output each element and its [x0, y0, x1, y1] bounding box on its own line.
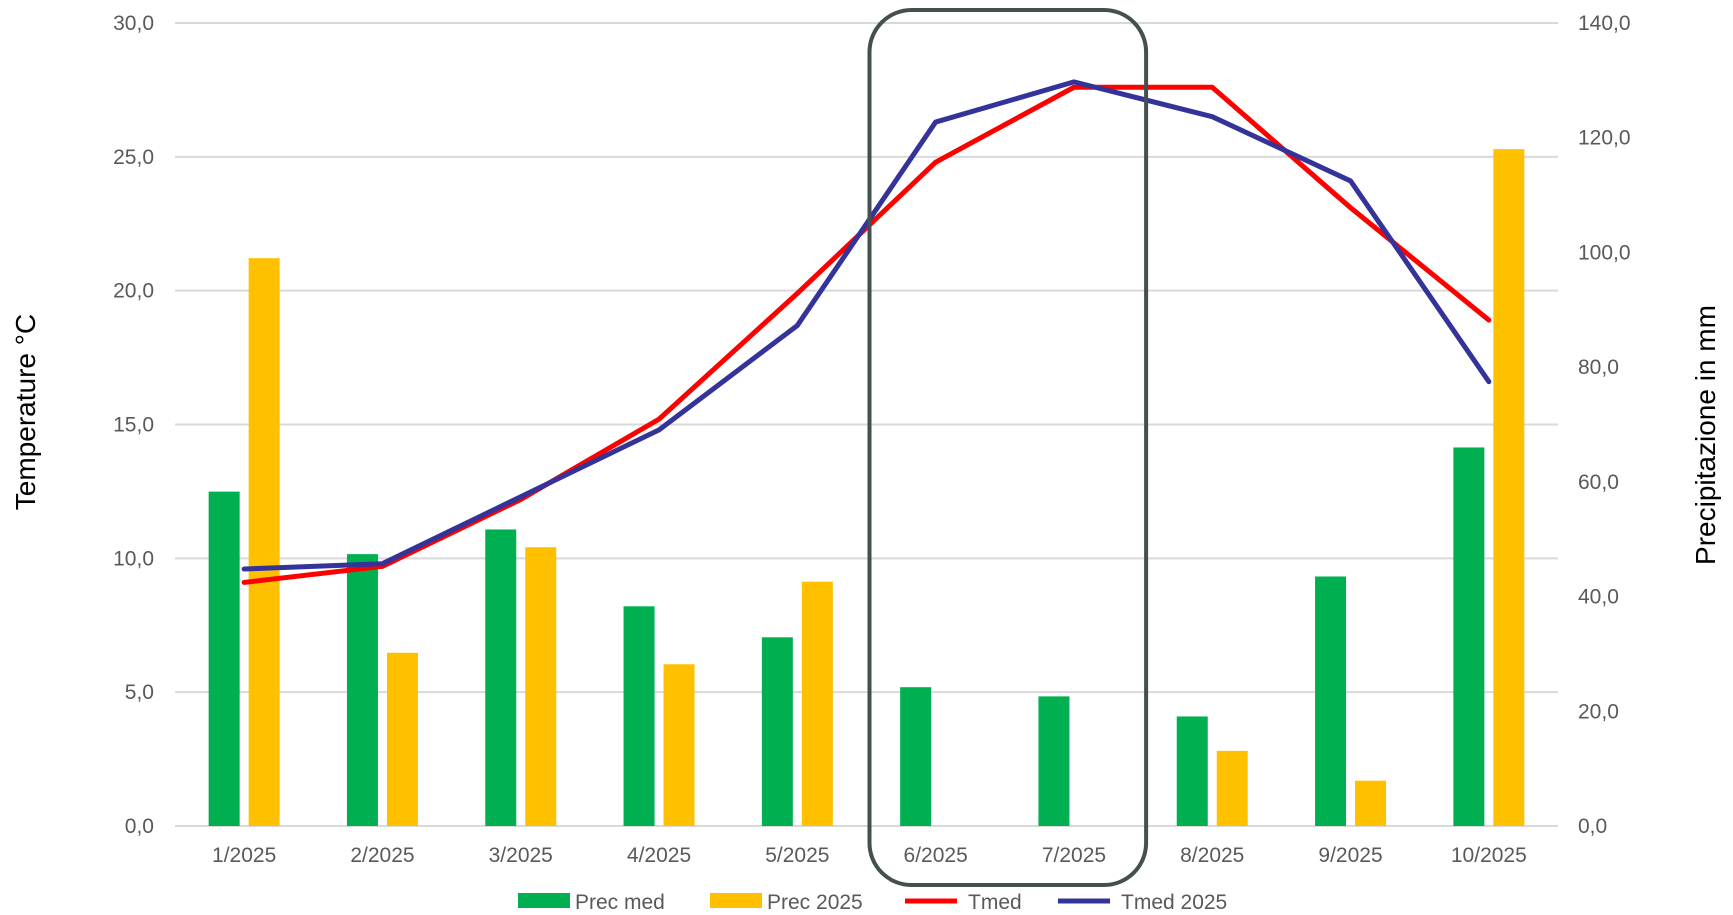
bar-prec-med	[1038, 696, 1070, 826]
x-tick-label: 4/2025	[627, 844, 691, 867]
bar-prec-med	[1453, 447, 1485, 826]
y-tick-label: 25,0	[113, 146, 154, 169]
y-tick-label: 20,0	[113, 280, 154, 303]
y-tick-label: 15,0	[113, 414, 154, 437]
lines	[241, 79, 1492, 585]
y2-tick-label: 40,0	[1578, 586, 1619, 609]
legend-label: Prec med	[575, 891, 665, 914]
legend-swatch	[710, 893, 762, 908]
y-tick-label: 30,0	[113, 12, 154, 35]
x-tick-label: 8/2025	[1180, 844, 1244, 867]
highlight-rect	[867, 8, 1149, 887]
x-tick-label: 5/2025	[765, 844, 829, 867]
gridlines	[175, 22, 1558, 827]
x-axis-ticks: 1/2025 2/2025 3/2025 4/2025 5/2025 6/2025 7/20…	[212, 844, 1527, 867]
bar-prec-2025	[1355, 780, 1387, 826]
y2-tick-label: 0,0	[1578, 815, 1607, 838]
y2-tick-label: 120,0	[1578, 127, 1631, 150]
x-tick-label: 10/2025	[1451, 844, 1527, 867]
line-tmed-2025	[241, 79, 1492, 572]
left-axis-ticks: 0,0 5,0 10,0 15,0 20,0 25,0 30,0	[113, 12, 154, 838]
bar-prec-med	[485, 529, 517, 826]
highlight-box	[867, 8, 1149, 887]
y-axis-title: Temperature °C	[10, 314, 41, 510]
bar-prec-med	[208, 491, 240, 826]
bar-prec-2025	[801, 581, 833, 826]
bar-prec-med	[761, 637, 793, 826]
bar-prec-med	[900, 687, 932, 826]
legend-label: Tmed 2025	[1121, 891, 1227, 914]
bar-prec-2025	[525, 547, 557, 826]
right-axis-ticks: 0,0 20,0 40,0 60,0 80,0 100,0 120,0 140,0	[1578, 12, 1631, 838]
bar-prec-2025	[386, 652, 418, 826]
x-tick-label: 6/2025	[904, 844, 968, 867]
y-tick-label: 0,0	[125, 815, 154, 838]
x-tick-label: 7/2025	[1042, 844, 1106, 867]
bar-prec-2025	[1493, 149, 1525, 826]
x-tick-label: 9/2025	[1318, 844, 1382, 867]
bar-prec-med	[1176, 716, 1208, 826]
legend: Prec med Prec 2025 Tmed Tmed 2025	[518, 891, 1227, 914]
y2-axis-title: Precipitazione in mm	[1690, 305, 1721, 565]
x-tick-label: 1/2025	[212, 844, 276, 867]
y2-tick-label: 80,0	[1578, 356, 1619, 379]
legend-swatch	[518, 893, 570, 908]
y-tick-label: 5,0	[125, 681, 154, 704]
y2-tick-label: 140,0	[1578, 12, 1631, 35]
bar-prec-med	[623, 606, 655, 826]
bar-prec-2025	[248, 258, 280, 826]
x-tick-label: 3/2025	[489, 844, 553, 867]
y2-tick-label: 60,0	[1578, 471, 1619, 494]
bar-prec-2025	[663, 664, 695, 826]
legend-label: Tmed	[968, 891, 1022, 914]
x-tick-label: 2/2025	[350, 844, 414, 867]
y2-tick-label: 20,0	[1578, 700, 1619, 723]
bar-prec-2025	[1216, 750, 1248, 826]
legend-label: Prec 2025	[767, 891, 863, 914]
line-tmed	[241, 84, 1492, 585]
y-tick-label: 10,0	[113, 547, 154, 570]
bars	[208, 149, 1525, 826]
bar-prec-med	[346, 554, 378, 826]
y2-tick-label: 100,0	[1578, 241, 1631, 264]
bar-prec-med	[1315, 576, 1347, 826]
